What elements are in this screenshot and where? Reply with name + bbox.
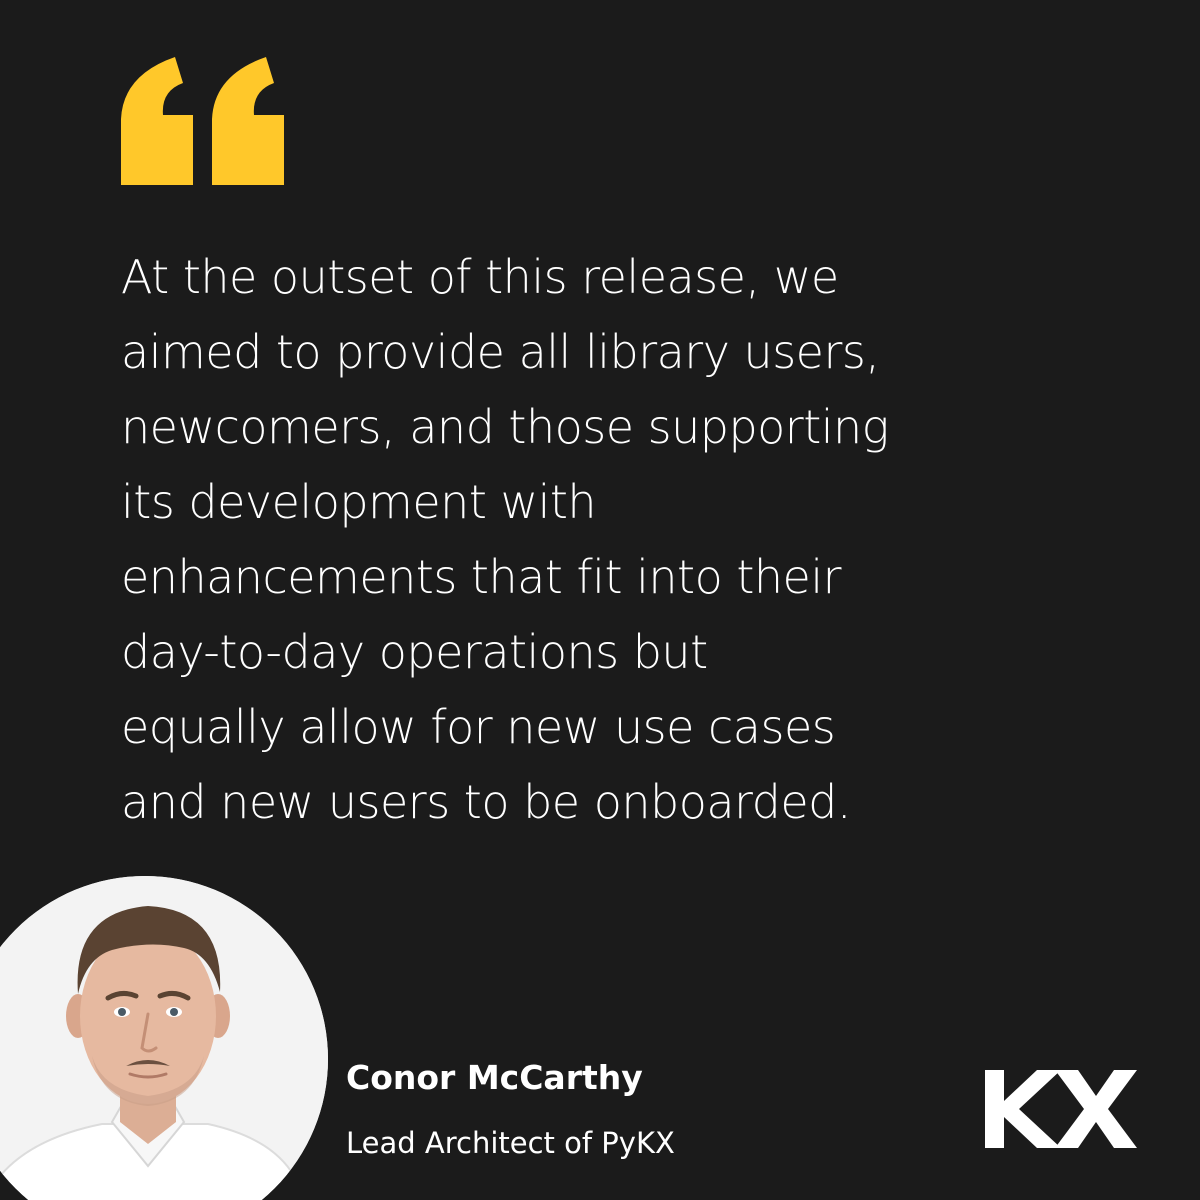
- quote-line: newcomers, and those supporting: [121, 400, 889, 454]
- quote-line: enhancements that fit into their: [121, 550, 842, 604]
- quote-line: its development with: [121, 475, 597, 529]
- author-photo: [0, 876, 328, 1200]
- quote-line: day-to-day operations but: [121, 625, 708, 679]
- quote-text: At the outset of this release, we aimed …: [121, 240, 1121, 840]
- author-name: Conor McCarthy: [346, 1058, 643, 1097]
- quote-line: At the outset of this release, we: [121, 250, 839, 304]
- quotation-mark-icon: [121, 57, 284, 185]
- quote-line: aimed to provide all library users,: [121, 325, 880, 379]
- kx-logo: KX: [985, 1070, 1137, 1148]
- quote-line: equally allow for new use cases: [121, 700, 836, 754]
- quote-line: and new users to be onboarded.: [121, 775, 851, 829]
- author-role: Lead Architect of PyKX: [346, 1126, 675, 1160]
